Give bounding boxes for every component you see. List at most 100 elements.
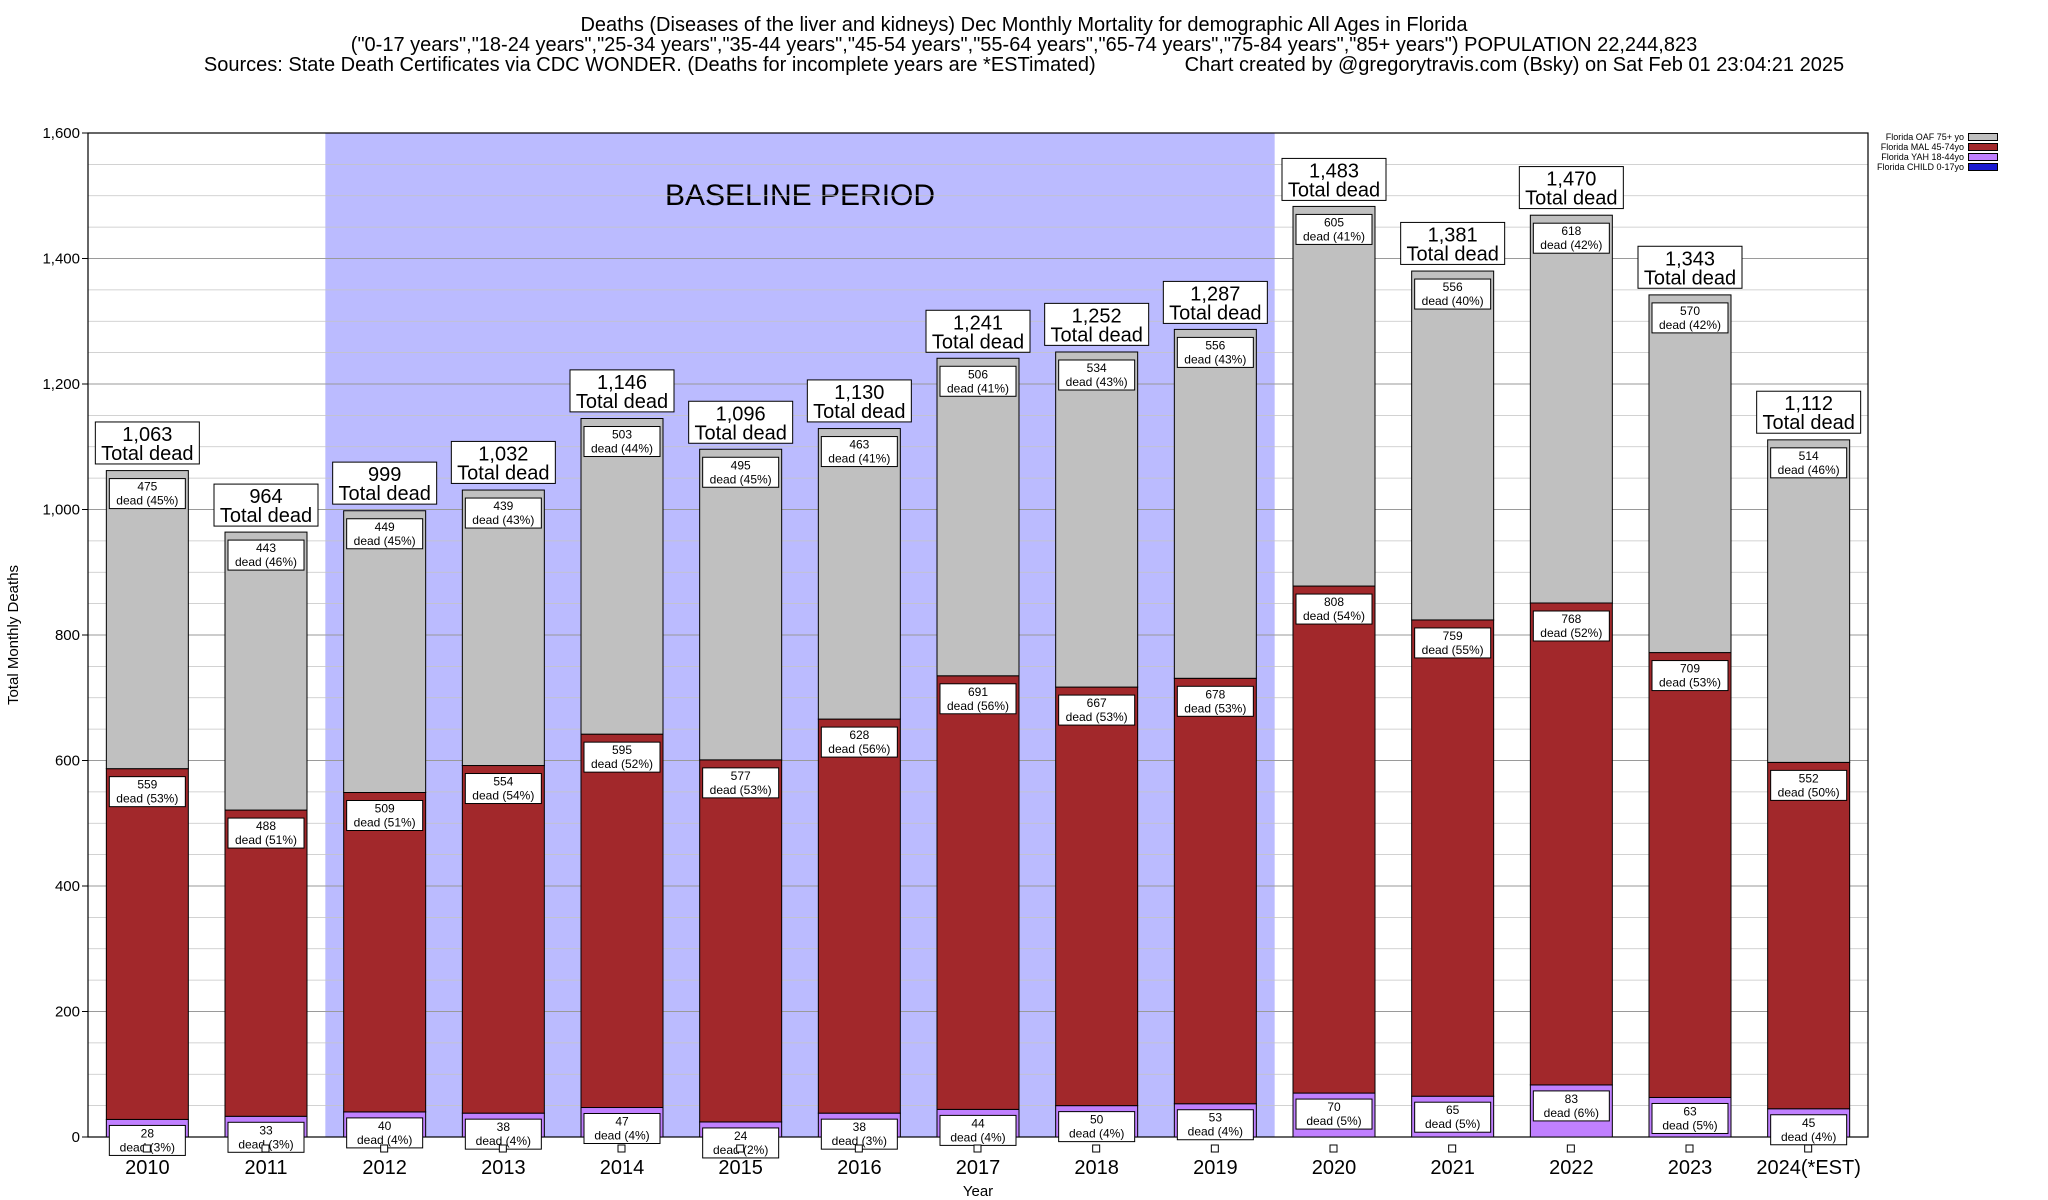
total-caption-label: Total dead (1051, 324, 1143, 346)
segment-label-box (1295, 213, 1373, 245)
segment-value-label: 554 (493, 775, 513, 789)
segment-pct-label: dead (40%) (1422, 294, 1484, 308)
total-value-label: 1,381 (1428, 224, 1478, 246)
segment-value-label: 44 (971, 1116, 985, 1130)
child-marker (1092, 1144, 1101, 1153)
segment-label-box (1295, 1098, 1373, 1130)
segment-pct-label: dead (41%) (947, 381, 1009, 395)
segment-label-box (227, 817, 305, 849)
bar-segment (1411, 619, 1495, 1097)
total-value-label: 1,241 (953, 312, 1003, 334)
segment-value-label: 628 (849, 728, 869, 742)
segment-value-label: 509 (375, 802, 395, 816)
segment-label-box (1414, 627, 1492, 659)
segment-value-label: 595 (612, 743, 632, 757)
bar-segment (699, 759, 783, 1123)
segment-pct-label: dead (43%) (1184, 352, 1246, 366)
total-value-label: 1,096 (716, 403, 766, 425)
segment-value-label: 50 (1090, 1113, 1104, 1127)
segment-value-label: 488 (256, 819, 276, 833)
bar-segment (1292, 205, 1376, 587)
bar-segment (105, 768, 189, 1120)
total-value-label: 1,130 (834, 382, 884, 404)
segment-pct-label: dead (4%) (1781, 1130, 1836, 1144)
child-marker (261, 1144, 270, 1153)
segment-label-box (1532, 222, 1610, 254)
segment-value-label: 53 (1209, 1111, 1223, 1125)
total-value-label: 1,112 (1784, 393, 1833, 415)
bar-segment (936, 357, 1020, 677)
segment-label-box (1532, 1090, 1610, 1122)
bar-segment (1055, 351, 1139, 688)
legend-label-oaf: Florida OAF 75+ yo (1885, 132, 1964, 142)
segment-value-label: 65 (1446, 1103, 1460, 1117)
total-label-box (1756, 390, 1862, 434)
total-label-box (1400, 221, 1506, 265)
x-tick-label: 2015 (718, 1157, 763, 1179)
segment-value-label: 83 (1565, 1092, 1579, 1106)
total-caption-label: Total dead (101, 443, 193, 465)
segment-label-box (108, 478, 186, 510)
bar-segment (1173, 677, 1257, 1105)
legend-label-child: Florida CHILD 0-17yo (1876, 162, 1964, 172)
segment-label-box (583, 426, 661, 458)
segment-label-box (1176, 685, 1254, 717)
segment-label-box (346, 1117, 424, 1149)
segment-label-box (1651, 302, 1729, 334)
total-label-box (1281, 157, 1387, 201)
segment-pct-label: dead (46%) (1778, 463, 1840, 477)
legend-swatch-mal (1968, 143, 1998, 151)
segment-pct-label: dead (53%) (1659, 676, 1721, 690)
bar-segment (1767, 439, 1851, 763)
segment-pct-label: dead (53%) (1184, 701, 1246, 715)
segment-value-label: 556 (1443, 280, 1463, 294)
child-marker (142, 1144, 151, 1153)
total-caption-label: Total dead (339, 483, 431, 505)
segment-label-box (820, 726, 898, 758)
bar-segment (580, 733, 664, 1109)
segment-value-label: 768 (1561, 612, 1581, 626)
segment-pct-label: dead (42%) (1540, 238, 1602, 252)
segment-value-label: 503 (612, 428, 632, 442)
total-value-label: 1,470 (1546, 169, 1596, 191)
total-label-box (688, 400, 794, 444)
x-tick-label: 2014 (600, 1157, 645, 1179)
bar-segment (1767, 761, 1851, 1110)
child-marker (1566, 1144, 1575, 1153)
segment-pct-label: dead (4%) (594, 1129, 649, 1143)
child-marker (736, 1144, 745, 1153)
segment-value-label: 514 (1799, 449, 1819, 463)
legend-swatch-child (1968, 163, 1998, 171)
y-tick-label: 0 (72, 1129, 80, 1146)
segment-pct-label: dead (53%) (116, 792, 178, 806)
segment-value-label: 667 (1087, 696, 1107, 710)
segment-label-box (108, 776, 186, 808)
segment-pct-label: dead (45%) (354, 534, 416, 548)
bar-segment (1648, 294, 1732, 654)
segment-pct-label: dead (45%) (710, 472, 772, 486)
segment-label-box (1532, 610, 1610, 642)
x-tick-label: 2021 (1430, 1157, 1475, 1179)
x-tick-label: 2016 (837, 1157, 882, 1179)
total-caption-label: Total dead (813, 401, 905, 423)
segment-value-label: 63 (1683, 1104, 1697, 1118)
segment-value-label: 534 (1087, 361, 1107, 375)
bar-segment (1411, 270, 1495, 621)
total-caption-label: Total dead (1644, 267, 1736, 289)
child-marker (617, 1144, 626, 1153)
child-marker (498, 1144, 507, 1153)
y-tick-label: 200 (55, 1004, 80, 1021)
segment-value-label: 449 (375, 520, 395, 534)
segment-pct-label: dead (53%) (710, 783, 772, 797)
total-label-box (332, 461, 438, 505)
x-tick-label: 2023 (1668, 1157, 1713, 1179)
bar-segment (461, 765, 545, 1114)
segment-pct-label: dead (44%) (591, 442, 653, 456)
segment-value-label: 618 (1561, 224, 1581, 238)
segment-label-box (939, 365, 1017, 397)
y-tick-label: 1,600 (42, 125, 80, 142)
bar-segment (1173, 328, 1257, 679)
segment-label-box (702, 456, 780, 488)
segment-pct-label: dead (4%) (357, 1133, 412, 1147)
bar-segment (699, 448, 783, 761)
